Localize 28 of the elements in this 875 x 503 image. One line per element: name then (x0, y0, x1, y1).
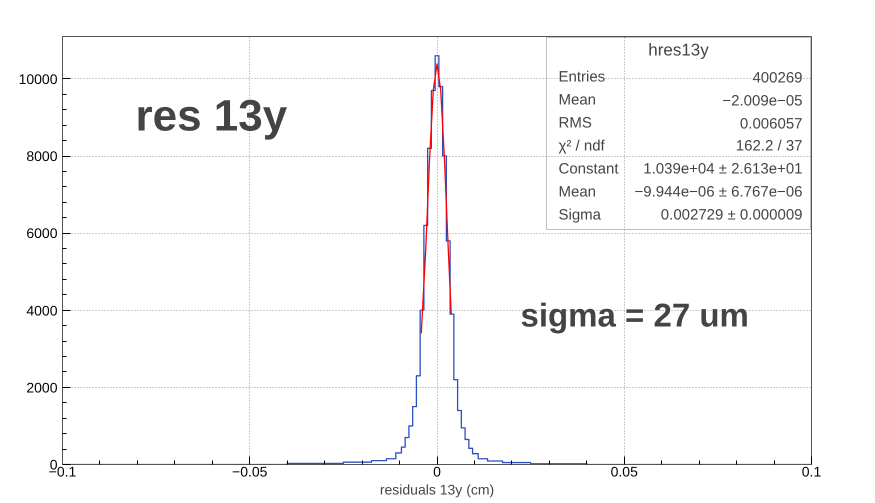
x-tick-label: 0.05 (610, 464, 638, 480)
annotation: res 13y (136, 92, 288, 140)
annotation: RMS (558, 114, 592, 132)
annotation: Mean (558, 92, 596, 108)
y-tick-label: 8000 (26, 148, 58, 164)
annotation: 0.002729 ± 0.000009 (660, 206, 803, 224)
annotation: χ² / ndf (558, 138, 606, 154)
chart-title: hres13y (648, 40, 710, 60)
y-tick-label: 6000 (26, 225, 58, 242)
annotation: Mean (558, 184, 596, 200)
y-tick-label: 2000 (26, 379, 58, 396)
x-tick-label: 0 (433, 464, 442, 480)
annotation: 400269 (752, 70, 803, 86)
annotation: sigma = 27 um (520, 296, 749, 334)
annotation: 162.2 / 37 (736, 138, 803, 154)
annotation: Entries (558, 68, 606, 86)
y-tick-label: 4000 (26, 302, 58, 318)
x-axis-title: residuals 13y (cm) (380, 482, 494, 498)
annotation: Constant (558, 160, 620, 178)
x-tick-label: −0.05 (232, 464, 268, 480)
annotation: −9.944e−06 ± 6.767e−06 (634, 184, 803, 200)
y-tick-label: 10000 (18, 70, 58, 87)
x-tick-label: 0.1 (802, 464, 822, 480)
annotation: −2.009e−05 (722, 92, 803, 110)
annotation: 0.006057 (740, 116, 803, 132)
annotation: 1.039e+04 ± 2.613e+01 (643, 160, 803, 178)
line-series (420, 63, 452, 334)
annotation: Sigma (558, 206, 602, 224)
